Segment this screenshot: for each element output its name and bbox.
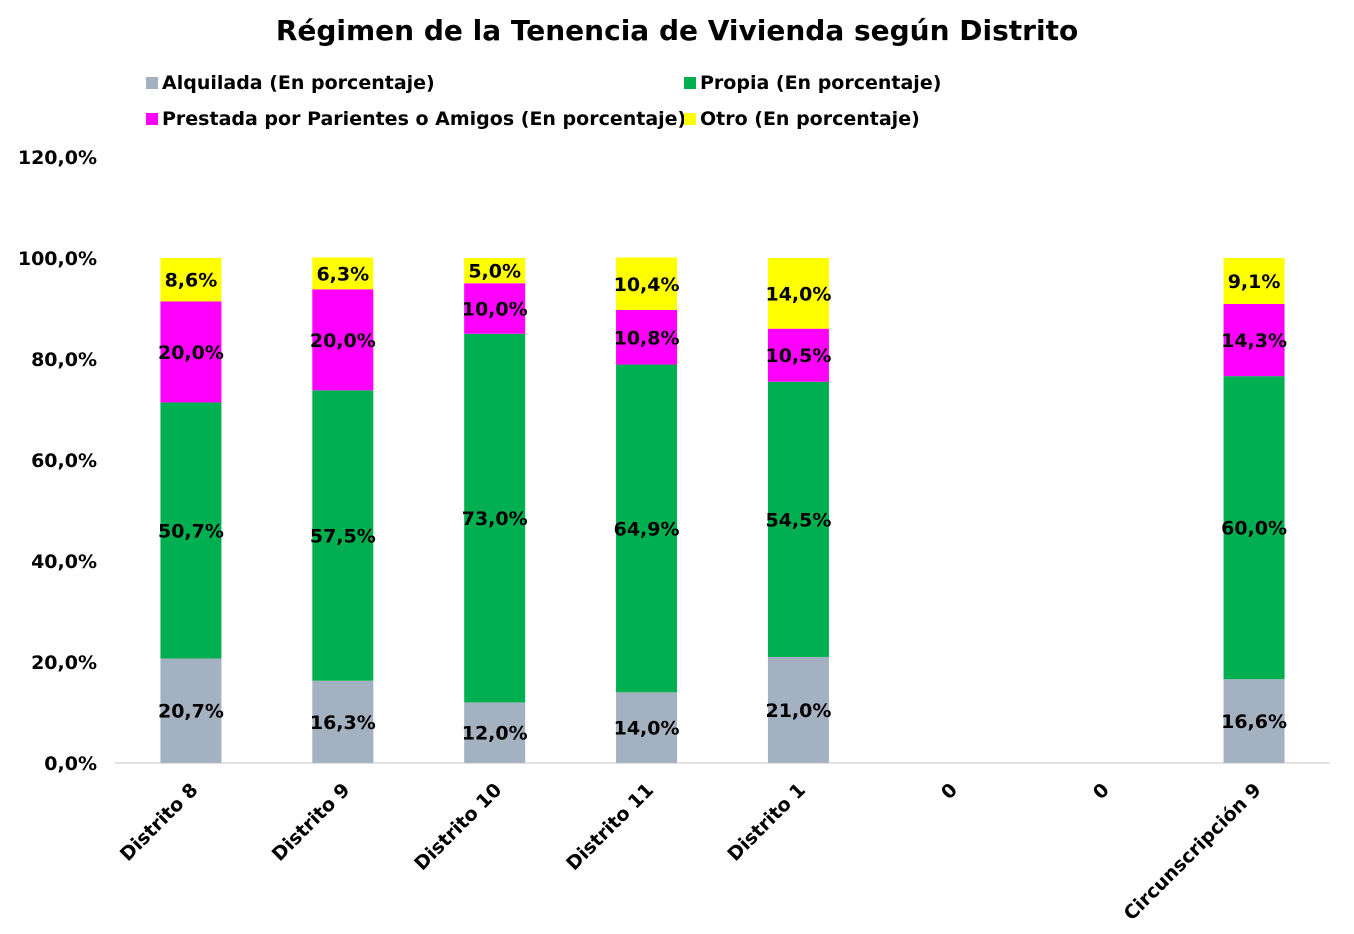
bar-segment	[464, 333, 526, 703]
legend-label-prestada: Prestada por Parientes o Amigos (En porc…	[162, 108, 687, 130]
legend-swatch-propia	[684, 77, 696, 89]
data-label: 21,0%	[765, 700, 831, 722]
bar-segment	[616, 692, 678, 763]
data-label: 73,0%	[462, 508, 528, 530]
x-tick-label: Distrito 9	[268, 779, 355, 866]
bar-segment	[767, 381, 829, 657]
bar-segment	[312, 257, 374, 290]
x-tick-label: Distrito 8	[116, 779, 203, 866]
x-tick-label: 0	[937, 779, 962, 804]
bar-segment	[1223, 303, 1285, 377]
data-label: 9,1%	[1228, 271, 1281, 293]
bar-segment	[160, 301, 222, 403]
data-label: 10,4%	[614, 274, 680, 296]
legend-swatch-prestada	[146, 113, 158, 125]
x-tick-label: Distrito 10	[410, 779, 506, 875]
bar-segment	[160, 658, 222, 763]
data-label: 50,7%	[158, 520, 224, 542]
bar-segment	[464, 702, 526, 763]
data-label: 64,9%	[614, 518, 680, 540]
x-tick-label: Distrito 11	[562, 779, 658, 875]
bar-segment	[464, 258, 526, 284]
data-label: 54,5%	[765, 509, 831, 531]
data-label: 10,5%	[765, 345, 831, 367]
legend-label-otro: Otro (En porcentaje)	[700, 108, 920, 130]
data-label: 10,0%	[462, 299, 528, 321]
bar-segment	[1223, 258, 1285, 304]
data-label: 14,0%	[614, 718, 680, 740]
data-label: 5,0%	[468, 261, 521, 283]
legend-item-alquilada: Alquilada (En porcentaje)	[146, 72, 435, 94]
bar-segment	[160, 258, 222, 302]
bar-segment	[616, 257, 678, 311]
y-tick-label: 20,0%	[31, 652, 97, 674]
data-label: 6,3%	[316, 263, 369, 285]
bar-segment	[312, 289, 374, 391]
legend-item-otro: Otro (En porcentaje)	[684, 108, 920, 130]
data-label: 14,0%	[765, 283, 831, 305]
y-tick-label: 60,0%	[31, 450, 97, 472]
bar-segment	[312, 390, 374, 681]
bar-segment	[464, 283, 526, 334]
y-tick-label: 80,0%	[31, 349, 97, 371]
data-label: 8,6%	[165, 270, 218, 292]
bar-segment	[616, 310, 678, 365]
legend-label-propia: Propia (En porcentaje)	[700, 72, 942, 94]
data-label: 12,0%	[462, 723, 528, 745]
data-label: 14,3%	[1221, 330, 1287, 352]
bar-segment	[767, 328, 829, 382]
x-tick-label: Distrito 1	[723, 779, 810, 866]
data-label: 20,0%	[158, 342, 224, 364]
y-tick-label: 100,0%	[18, 248, 97, 270]
legend-swatch-otro	[684, 113, 696, 125]
bar-segment	[160, 402, 222, 659]
y-tick-label: 40,0%	[31, 551, 97, 573]
y-tick-label: 0,0%	[44, 753, 97, 775]
data-label: 57,5%	[310, 525, 376, 547]
bar-segment	[616, 364, 678, 693]
bar-segment	[767, 258, 829, 329]
y-tick-label: 120,0%	[18, 147, 97, 169]
bar-segment	[1223, 679, 1285, 763]
data-label: 20,0%	[310, 330, 376, 352]
x-tick-label: 0	[1089, 779, 1114, 804]
legend-label-alquilada: Alquilada (En porcentaje)	[162, 72, 435, 94]
bar-segment	[1223, 376, 1285, 680]
legend-item-propia: Propia (En porcentaje)	[684, 72, 941, 94]
bar-segment	[312, 680, 374, 763]
legend-item-prestada: Prestada por Parientes o Amigos (En porc…	[146, 108, 686, 130]
data-label: 16,6%	[1221, 711, 1287, 733]
bar-segment	[767, 656, 829, 763]
data-label: 60,0%	[1221, 518, 1287, 540]
data-label: 20,7%	[158, 701, 224, 723]
legend-swatch-alquilada	[146, 77, 158, 89]
x-tick-label: Circunscripción 9	[1120, 779, 1266, 925]
data-label: 10,8%	[614, 327, 680, 349]
data-label: 16,3%	[310, 712, 376, 734]
chart-title: Régimen de la Tenencia de Vivienda según…	[275, 14, 1079, 47]
